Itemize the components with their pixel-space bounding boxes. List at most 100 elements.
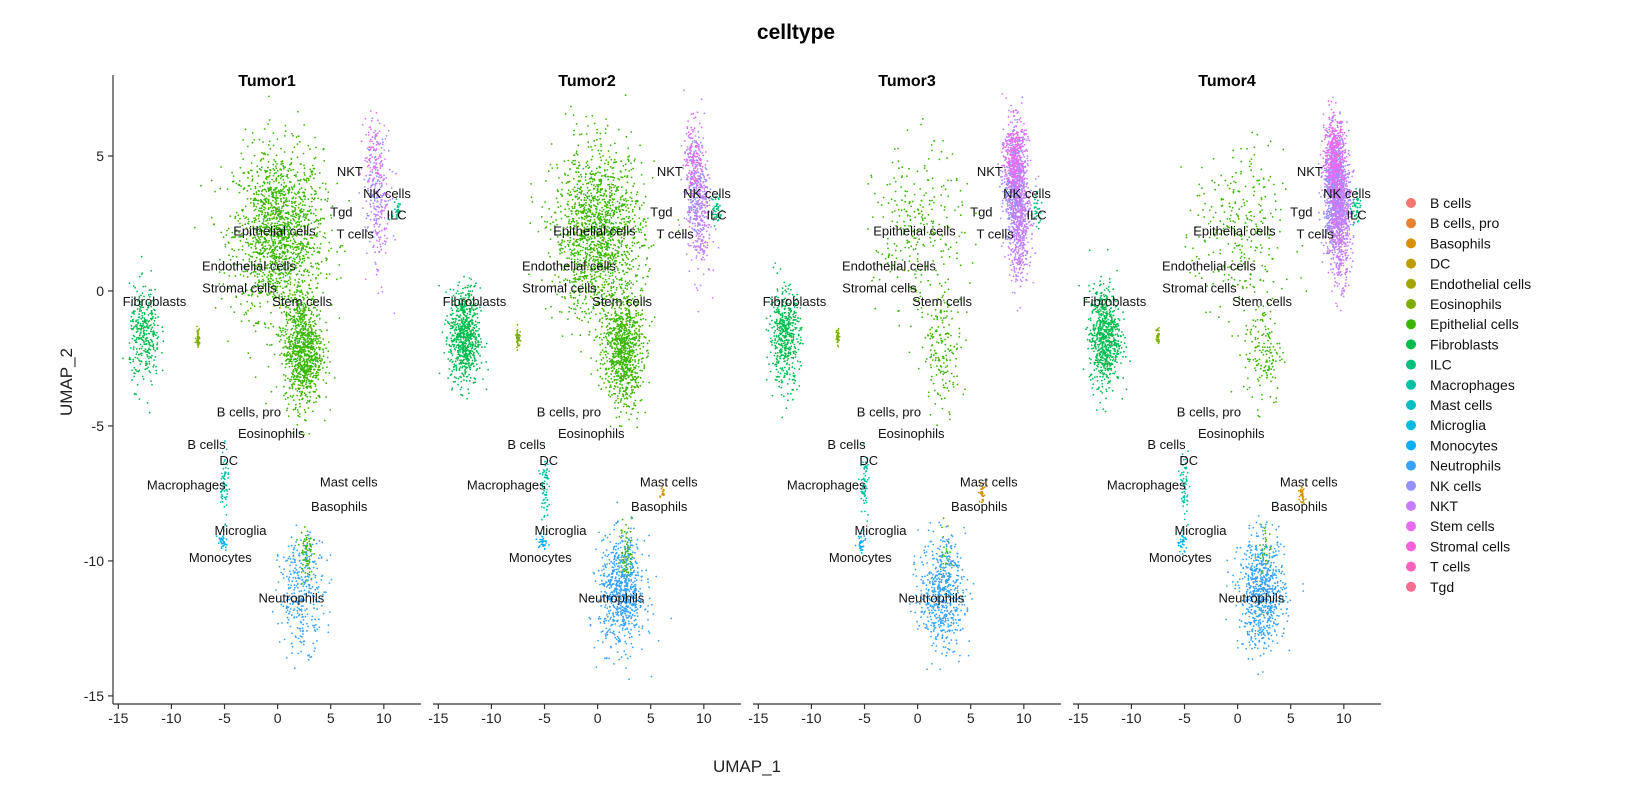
cluster-label: Stromal cells bbox=[1162, 280, 1237, 295]
y-axis-title: UMAP_2 bbox=[57, 348, 76, 416]
cluster-label: NKT bbox=[337, 164, 363, 179]
cell-points bbox=[765, 93, 1043, 671]
cluster-label: Eosinophils bbox=[238, 426, 305, 441]
legend-item: Basophils bbox=[1406, 235, 1491, 251]
x-tick-label: -5 bbox=[538, 710, 551, 726]
cluster-label: T cells bbox=[336, 226, 374, 241]
x-tick-label: 5 bbox=[647, 710, 655, 726]
cluster-nkt bbox=[685, 98, 720, 313]
legend-label: B cells bbox=[1430, 195, 1471, 211]
x-axis: -15 -10 -5 0 5 10 bbox=[1068, 703, 1381, 726]
cluster-label: Monocytes bbox=[189, 550, 252, 565]
legend-label: NK cells bbox=[1430, 478, 1481, 494]
cluster-epithelial-cells bbox=[296, 526, 316, 585]
cluster-basophils bbox=[1298, 486, 1307, 505]
legend-label: Neutrophils bbox=[1430, 458, 1501, 474]
cluster-label: B cells, pro bbox=[537, 404, 601, 419]
cluster-label: NK cells bbox=[1003, 186, 1051, 201]
legend-swatch bbox=[1406, 420, 1416, 431]
cluster-label: NKT bbox=[1297, 164, 1323, 179]
legend-item: Endothelial cells bbox=[1406, 276, 1531, 292]
panel-title: Tumor3 bbox=[878, 73, 936, 90]
cluster-label: Neutrophils bbox=[579, 591, 645, 606]
cluster-label: DC bbox=[859, 453, 878, 468]
legend-item: Eosinophils bbox=[1406, 296, 1502, 312]
cluster-label: Fibroblasts bbox=[123, 294, 187, 309]
cluster-label: Eosinophils bbox=[1198, 426, 1265, 441]
cluster-epithelial-cells bbox=[528, 94, 680, 378]
cluster-label: Monocytes bbox=[1149, 550, 1212, 565]
legend-item: DC bbox=[1406, 256, 1450, 272]
cluster-label: Tgd bbox=[1290, 205, 1312, 220]
cluster-label: Stem cells bbox=[272, 294, 332, 309]
x-tick-label: -10 bbox=[801, 710, 821, 726]
legend: B cells B cells, pro Basophils DC Endothelia… bbox=[1406, 195, 1531, 595]
legend-item: ILC bbox=[1406, 357, 1452, 373]
cluster-basophils bbox=[659, 486, 666, 499]
cluster-label: ILC bbox=[386, 207, 406, 222]
cluster-label: T cells bbox=[1296, 226, 1334, 241]
cluster-macrophages bbox=[538, 444, 551, 536]
cluster-epithelial-cells bbox=[917, 294, 968, 427]
cluster-label: Microglia bbox=[1174, 523, 1227, 538]
x-tick-label: -10 bbox=[161, 710, 181, 726]
cluster-label: Fibroblasts bbox=[763, 294, 827, 309]
legend-swatch bbox=[1406, 319, 1416, 330]
legend-item: Stem cells bbox=[1406, 518, 1495, 534]
cluster-label: Microglia bbox=[854, 523, 907, 538]
legend-swatch bbox=[1406, 379, 1416, 390]
cluster-epithelial-cells bbox=[593, 231, 656, 429]
legend-item: B cells, pro bbox=[1406, 215, 1499, 231]
y-tick-label: 0 bbox=[96, 283, 104, 299]
legend-label: Epithelial cells bbox=[1430, 316, 1519, 332]
x-axis-title: UMAP_1 bbox=[713, 757, 781, 776]
legend-label: NKT bbox=[1430, 498, 1458, 514]
y-axis: 5 0 -5 -10 -15 bbox=[84, 75, 114, 704]
cluster-nkt bbox=[1000, 131, 1040, 312]
legend-swatch bbox=[1406, 218, 1416, 229]
x-tick-label: -10 bbox=[481, 710, 501, 726]
chart-title: celltype bbox=[757, 21, 835, 44]
cluster-epithelial-cells bbox=[193, 95, 351, 405]
legend-swatch bbox=[1406, 501, 1416, 511]
x-tick-label: 0 bbox=[274, 710, 282, 726]
cell-points bbox=[438, 89, 723, 681]
x-tick-label: -10 bbox=[1121, 710, 1141, 726]
x-tick-label: -15 bbox=[748, 710, 768, 726]
legend-item: B cells bbox=[1406, 195, 1471, 211]
legend-swatch bbox=[1406, 440, 1416, 451]
legend-label: Tgd bbox=[1430, 579, 1454, 595]
cluster-fibroblasts bbox=[122, 255, 165, 414]
legend-swatch bbox=[1406, 541, 1416, 552]
x-tick-label: 5 bbox=[1287, 710, 1295, 726]
cluster-label: Epithelial cells bbox=[1193, 224, 1276, 239]
y-tick-label: -15 bbox=[84, 688, 104, 704]
cluster-ilc bbox=[1349, 187, 1362, 226]
legend-swatch bbox=[1406, 561, 1416, 572]
cluster-label: Neutrophils bbox=[259, 591, 325, 606]
legend-swatch bbox=[1406, 480, 1416, 491]
cluster-label: DC bbox=[219, 453, 238, 468]
legend-swatch bbox=[1406, 460, 1416, 471]
cluster-label: Eosinophils bbox=[558, 426, 625, 441]
x-tick-label: 10 bbox=[696, 710, 712, 726]
cluster-label: Eosinophils bbox=[878, 426, 945, 441]
cluster-label: Macrophages bbox=[467, 477, 546, 492]
cluster-label: Monocytes bbox=[509, 550, 572, 565]
cluster-label: Tgd bbox=[970, 205, 992, 220]
cell-points bbox=[122, 95, 401, 670]
cluster-label: NK cells bbox=[683, 186, 731, 201]
cluster-label: Mast cells bbox=[1280, 475, 1338, 490]
cluster-macrophages bbox=[219, 440, 231, 532]
cluster-fibroblasts bbox=[1078, 248, 1132, 413]
cluster-label: Endothelial cells bbox=[842, 259, 936, 274]
legend-swatch bbox=[1406, 359, 1416, 370]
cluster-monocytes bbox=[854, 520, 869, 554]
cluster-label: Stem cells bbox=[592, 294, 652, 309]
cluster-epithelial-cells bbox=[867, 118, 977, 354]
